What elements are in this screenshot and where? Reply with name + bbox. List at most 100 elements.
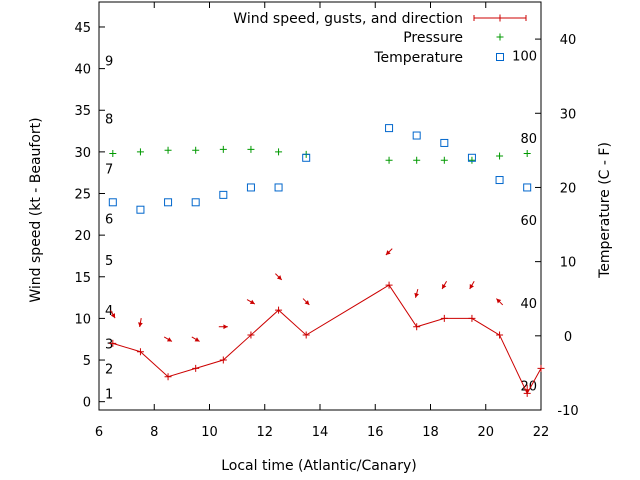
pressure-point bbox=[247, 145, 255, 153]
gust-arrow-head bbox=[442, 284, 447, 289]
gust-arrow bbox=[414, 288, 419, 298]
x-axis-label: Local time (Atlantic/Canary) bbox=[221, 458, 417, 474]
temperature-point bbox=[523, 183, 532, 192]
gust-arrow-head bbox=[276, 275, 282, 280]
wind-point bbox=[385, 281, 393, 289]
gust-arrow bbox=[496, 298, 504, 306]
temperature-point bbox=[302, 153, 311, 162]
y-tick-label: 10 bbox=[74, 312, 91, 327]
pressure-point bbox=[219, 145, 227, 153]
pressure-point bbox=[275, 148, 283, 156]
y-tick-label: 15 bbox=[74, 271, 91, 286]
beaufort-label: 5 bbox=[105, 254, 113, 269]
gust-arrow-head bbox=[304, 300, 310, 305]
pressure-series bbox=[109, 145, 531, 164]
gust-arrow-head bbox=[223, 324, 228, 330]
x-tick-label: 12 bbox=[256, 425, 273, 440]
y-axis-label: Wind speed (kt - Beaufort) bbox=[28, 117, 44, 302]
beaufort-label: 9 bbox=[105, 54, 113, 69]
gust-arrow bbox=[441, 280, 447, 290]
beaufort-label: 8 bbox=[105, 113, 113, 128]
gust-arrow bbox=[218, 324, 228, 330]
beaufort-label: 2 bbox=[105, 362, 113, 377]
beaufort-label: 7 bbox=[105, 163, 113, 178]
gust-arrow bbox=[275, 273, 283, 281]
y2-tick-label: 30 bbox=[560, 107, 577, 122]
y-tick-label: 35 bbox=[74, 104, 91, 119]
x-axis-ticks: 6 8 10 12 14 16 18 20 22 bbox=[95, 2, 549, 440]
pressure-point bbox=[496, 152, 504, 160]
pressure-point bbox=[109, 150, 117, 158]
gust-arrow bbox=[524, 384, 530, 394]
gust-arrow-head bbox=[194, 337, 200, 342]
wind-point bbox=[136, 348, 144, 356]
beaufort-label: 1 bbox=[105, 387, 113, 402]
temperature-point bbox=[219, 190, 228, 199]
wind-point bbox=[275, 306, 283, 314]
y2-axis-ticks: -10 0 10 20 30 40 bbox=[535, 33, 579, 419]
wind-point bbox=[440, 314, 448, 322]
y-axis-ticks: 0 5 10 15 20 25 30 35 40 45 bbox=[74, 21, 105, 411]
beaufort-label: 4 bbox=[105, 304, 113, 319]
y2-axis-label: Temperature (C - F) bbox=[597, 142, 613, 279]
x-tick-label: 10 bbox=[201, 425, 218, 440]
temperature-point bbox=[191, 198, 200, 207]
legend-entry-label: Pressure bbox=[403, 30, 463, 46]
wind-point bbox=[247, 331, 255, 339]
fahrenheit-label: 80 bbox=[520, 132, 537, 147]
fahrenheit-label: 100 bbox=[512, 49, 537, 64]
series-layer bbox=[108, 124, 545, 397]
inner-scale-labels: 1 2 3 4 5 6 7 8 9 20 40 60 80 100 bbox=[105, 49, 537, 402]
beaufort-label: 6 bbox=[105, 212, 113, 227]
temperature-point bbox=[246, 183, 255, 192]
pressure-point bbox=[192, 146, 200, 154]
pressure-point bbox=[164, 146, 172, 154]
x-tick-label: 14 bbox=[312, 425, 329, 440]
pressure-point bbox=[440, 156, 448, 164]
temperature-point bbox=[495, 176, 504, 185]
x-tick-label: 16 bbox=[367, 425, 384, 440]
pressure-point bbox=[468, 156, 476, 164]
gust-arrow-head bbox=[249, 299, 255, 305]
gust-arrow bbox=[138, 318, 143, 328]
gust-arrow-head bbox=[414, 292, 419, 298]
temperature-point bbox=[467, 153, 476, 162]
wind-point bbox=[468, 314, 476, 322]
fahrenheit-label: 20 bbox=[520, 380, 537, 395]
wind-point bbox=[164, 373, 172, 381]
gust-arrow bbox=[469, 280, 475, 290]
beaufort-label: 3 bbox=[105, 337, 113, 352]
gust-arrow-head bbox=[138, 322, 143, 328]
temperature-point bbox=[440, 138, 449, 147]
y-tick-label: 45 bbox=[74, 21, 91, 36]
x-tick-label: 22 bbox=[533, 425, 550, 440]
gust-arrow-head bbox=[496, 298, 502, 304]
y2-tick-label: 0 bbox=[564, 330, 572, 345]
temperature-point bbox=[136, 205, 145, 214]
legend: Wind speed, gusts, and direction Pressure… bbox=[233, 11, 527, 66]
pressure-point bbox=[385, 156, 393, 164]
gust-arrow bbox=[385, 248, 393, 256]
legend-entry-marker bbox=[496, 33, 504, 41]
wind-point bbox=[302, 331, 310, 339]
gust-arrow bbox=[302, 298, 310, 306]
wind-point bbox=[109, 339, 117, 347]
fahrenheit-label: 40 bbox=[520, 297, 537, 312]
wind-point bbox=[192, 364, 200, 372]
y-tick-label: 40 bbox=[74, 63, 91, 78]
gust-arrow-head bbox=[385, 250, 391, 255]
y-tick-label: 30 bbox=[74, 146, 91, 161]
x-tick-label: 20 bbox=[477, 425, 494, 440]
y-tick-label: 0 bbox=[83, 396, 91, 411]
gust-arrow-head bbox=[469, 284, 474, 289]
x-tick-label: 8 bbox=[150, 425, 158, 440]
pressure-point bbox=[413, 156, 421, 164]
gust-arrow-head bbox=[166, 337, 172, 342]
pressure-point bbox=[523, 150, 531, 158]
gust-arrows bbox=[110, 248, 530, 394]
y-tick-label: 25 bbox=[74, 188, 91, 203]
pressure-point bbox=[136, 148, 144, 156]
y2-tick-label: 40 bbox=[560, 33, 577, 48]
fahrenheit-label: 60 bbox=[520, 214, 537, 229]
